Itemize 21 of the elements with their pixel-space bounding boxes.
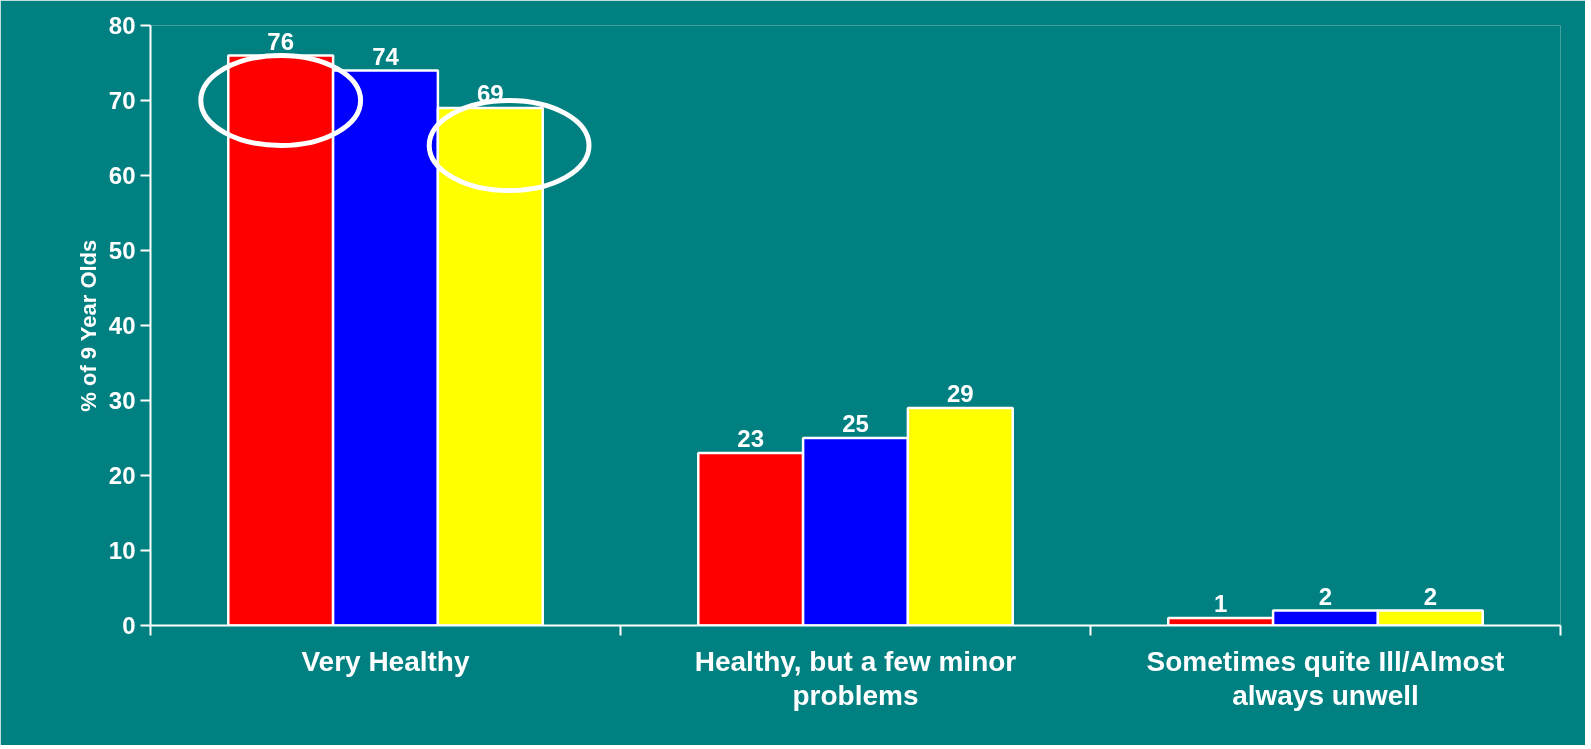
y-tick-label: 80	[108, 12, 136, 39]
y-axis-title: % of 9 Year Olds	[75, 239, 101, 412]
y-tick-label: 60	[108, 162, 136, 189]
x-tick-label: Very Healthy	[301, 645, 470, 677]
data-label: 2	[1318, 582, 1333, 610]
y-tick-label: 70	[108, 87, 136, 114]
data-label: 29	[946, 380, 974, 407]
x-tick-label: Sometimes quite Ill/Almost always unwell	[1146, 645, 1505, 711]
data-label: 2	[1423, 582, 1437, 610]
y-tick-label: 20	[108, 462, 136, 489]
y-tick-label: 30	[108, 387, 136, 414]
data-label: 1	[1214, 590, 1228, 617]
x-tick-label: Healthy, but a few minor problems	[694, 645, 1017, 711]
data-label: 76	[267, 27, 295, 55]
y-tick-label: 0	[122, 612, 136, 639]
y-tick-label: 50	[108, 237, 136, 264]
data-label: 74	[372, 42, 400, 70]
y-tick-label: 40	[108, 312, 136, 339]
data-label: 25	[842, 410, 869, 437]
data-label: 23	[737, 425, 765, 452]
y-tick-label: 10	[108, 537, 136, 564]
